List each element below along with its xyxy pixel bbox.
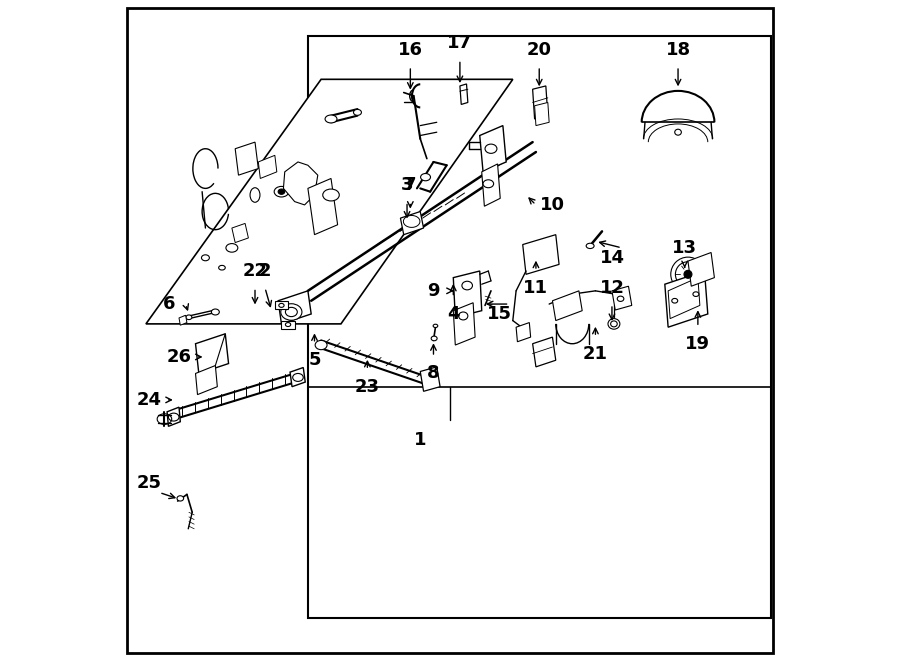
Ellipse shape [281, 303, 302, 320]
Ellipse shape [675, 262, 700, 287]
Ellipse shape [459, 312, 468, 320]
Polygon shape [420, 367, 440, 391]
Polygon shape [308, 178, 338, 235]
Polygon shape [274, 301, 288, 309]
Ellipse shape [684, 270, 692, 278]
Text: 18: 18 [665, 40, 690, 59]
Ellipse shape [315, 340, 327, 350]
Ellipse shape [285, 307, 297, 317]
Text: 8: 8 [428, 364, 440, 383]
Polygon shape [146, 79, 513, 324]
Polygon shape [290, 368, 305, 387]
Text: 2: 2 [258, 262, 271, 280]
Polygon shape [179, 315, 187, 325]
Text: 15: 15 [487, 305, 512, 323]
Text: 20: 20 [526, 40, 552, 59]
Text: 11: 11 [524, 278, 548, 297]
Text: 1: 1 [414, 430, 427, 449]
Bar [308, 36, 770, 618]
Text: 6: 6 [163, 295, 176, 313]
Polygon shape [665, 271, 707, 327]
Polygon shape [235, 142, 258, 175]
Text: 3: 3 [400, 176, 413, 194]
Ellipse shape [433, 325, 437, 327]
Polygon shape [282, 321, 294, 329]
Ellipse shape [610, 321, 617, 327]
Ellipse shape [285, 323, 291, 327]
Polygon shape [533, 337, 556, 367]
Ellipse shape [274, 186, 289, 197]
Ellipse shape [485, 144, 497, 153]
Ellipse shape [219, 266, 225, 270]
Ellipse shape [420, 174, 430, 180]
Text: 19: 19 [686, 334, 710, 353]
Polygon shape [533, 86, 548, 119]
Polygon shape [232, 223, 248, 243]
Ellipse shape [177, 496, 184, 501]
Ellipse shape [226, 244, 238, 252]
Ellipse shape [279, 303, 284, 307]
Ellipse shape [292, 373, 303, 381]
Polygon shape [668, 278, 700, 319]
Text: 12: 12 [599, 278, 625, 297]
Text: 14: 14 [599, 249, 625, 267]
Ellipse shape [278, 189, 284, 194]
Ellipse shape [202, 255, 210, 260]
Polygon shape [535, 102, 549, 126]
Ellipse shape [608, 319, 620, 329]
Text: 25: 25 [137, 473, 162, 492]
Text: 10: 10 [540, 196, 565, 214]
Text: 26: 26 [166, 348, 192, 366]
Polygon shape [284, 162, 318, 205]
Polygon shape [195, 334, 229, 373]
Polygon shape [167, 407, 180, 426]
Polygon shape [400, 212, 424, 235]
Ellipse shape [693, 292, 699, 296]
Polygon shape [454, 303, 475, 345]
Text: 7: 7 [404, 176, 417, 194]
Text: 4: 4 [447, 305, 460, 323]
Ellipse shape [586, 243, 594, 249]
Polygon shape [278, 291, 311, 324]
Text: 23: 23 [355, 377, 380, 396]
Polygon shape [523, 235, 559, 274]
Polygon shape [553, 291, 582, 321]
Ellipse shape [212, 309, 220, 315]
Ellipse shape [168, 413, 179, 421]
Polygon shape [612, 286, 632, 310]
Text: 9: 9 [428, 282, 440, 300]
Polygon shape [482, 164, 500, 206]
Text: 16: 16 [398, 40, 423, 59]
Ellipse shape [431, 336, 437, 341]
Polygon shape [688, 253, 715, 286]
Polygon shape [195, 366, 217, 395]
Ellipse shape [675, 129, 681, 136]
Text: 17: 17 [447, 34, 473, 52]
Ellipse shape [483, 180, 493, 188]
Ellipse shape [354, 109, 362, 115]
Polygon shape [460, 84, 468, 104]
Ellipse shape [186, 315, 192, 319]
Ellipse shape [325, 115, 337, 123]
Text: 21: 21 [583, 344, 608, 363]
Ellipse shape [671, 299, 678, 303]
Text: 22: 22 [242, 262, 267, 280]
Polygon shape [480, 126, 506, 172]
Text: 24: 24 [137, 391, 162, 409]
Ellipse shape [323, 189, 339, 201]
Polygon shape [516, 323, 531, 342]
Polygon shape [454, 271, 482, 317]
Polygon shape [258, 155, 277, 178]
Text: 5: 5 [308, 351, 320, 369]
Ellipse shape [670, 257, 705, 292]
Ellipse shape [462, 282, 472, 290]
Text: 13: 13 [672, 239, 698, 257]
Ellipse shape [617, 296, 624, 301]
Ellipse shape [250, 188, 260, 202]
